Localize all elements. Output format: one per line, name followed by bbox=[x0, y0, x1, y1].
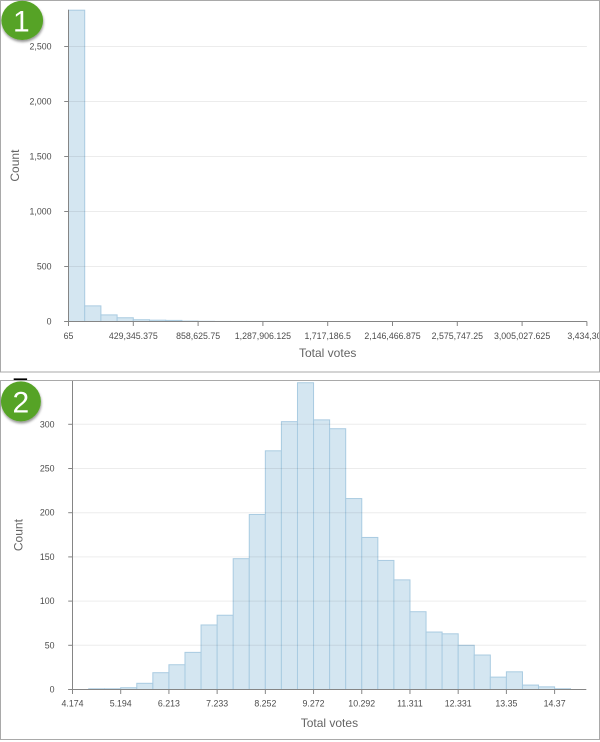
svg-text:14.37: 14.37 bbox=[544, 698, 566, 708]
svg-text:300: 300 bbox=[40, 419, 55, 429]
svg-text:1: 1 bbox=[13, 5, 30, 38]
svg-text:2: 2 bbox=[13, 386, 30, 419]
svg-text:2,000: 2,000 bbox=[29, 97, 51, 107]
svg-text:12.331: 12.331 bbox=[445, 698, 472, 708]
svg-text:Total votes: Total votes bbox=[301, 716, 358, 730]
svg-text:65: 65 bbox=[64, 331, 74, 341]
svg-text:2,575,747.25: 2,575,747.25 bbox=[432, 331, 483, 341]
svg-text:2,146,466.875: 2,146,466.875 bbox=[364, 331, 420, 341]
svg-text:7.233: 7.233 bbox=[206, 698, 228, 708]
svg-text:4.174: 4.174 bbox=[61, 698, 83, 708]
svg-text:150: 150 bbox=[40, 552, 55, 562]
svg-text:1,287,906.125: 1,287,906.125 bbox=[235, 331, 291, 341]
svg-text:2,500: 2,500 bbox=[29, 42, 51, 52]
svg-text:200: 200 bbox=[40, 508, 55, 518]
svg-text:11.311: 11.311 bbox=[397, 698, 423, 708]
svg-text:500: 500 bbox=[37, 262, 52, 272]
svg-text:1,500: 1,500 bbox=[29, 152, 51, 162]
svg-text:50: 50 bbox=[45, 640, 55, 650]
svg-text:6.213: 6.213 bbox=[158, 698, 180, 708]
svg-text:5.194: 5.194 bbox=[110, 698, 132, 708]
svg-text:858,625.75: 858,625.75 bbox=[176, 331, 220, 341]
svg-text:1,717,186.5: 1,717,186.5 bbox=[304, 331, 351, 341]
svg-text:Count: Count bbox=[12, 518, 26, 551]
svg-text:13.35: 13.35 bbox=[495, 698, 517, 708]
svg-text:8.252: 8.252 bbox=[254, 698, 276, 708]
svg-text:100: 100 bbox=[40, 596, 55, 606]
svg-text:0: 0 bbox=[47, 317, 52, 327]
svg-text:Count: Count bbox=[8, 149, 22, 182]
svg-text:Total votes: Total votes bbox=[299, 346, 356, 360]
svg-text:429,345.375: 429,345.375 bbox=[109, 331, 158, 341]
svg-text:9.272: 9.272 bbox=[303, 698, 325, 708]
svg-text:1,000: 1,000 bbox=[29, 207, 51, 217]
svg-text:250: 250 bbox=[40, 464, 55, 474]
svg-text:3,434,308: 3,434,308 bbox=[567, 331, 600, 341]
svg-text:3,005,027.625: 3,005,027.625 bbox=[494, 331, 550, 341]
svg-text:0: 0 bbox=[50, 685, 55, 695]
svg-text:10.292: 10.292 bbox=[348, 698, 375, 708]
